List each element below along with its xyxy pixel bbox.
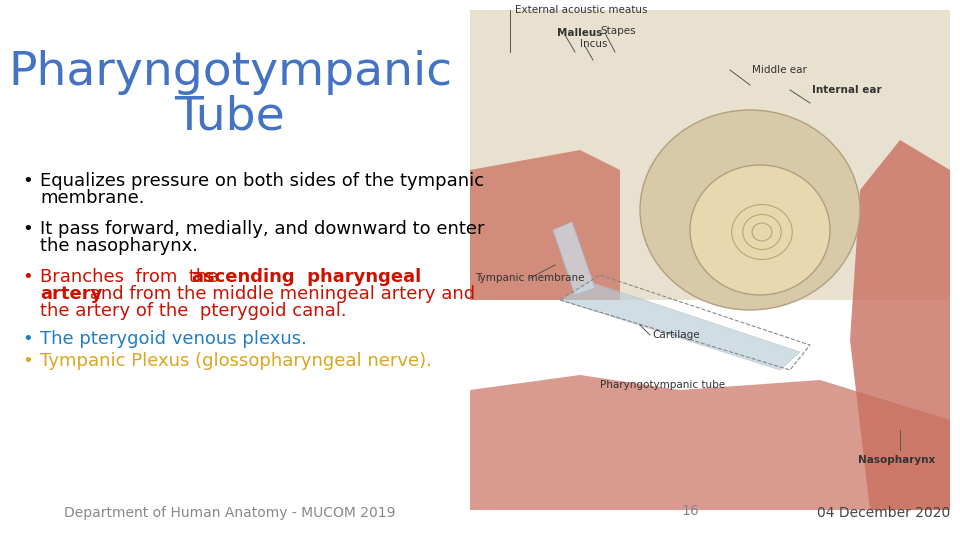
Text: Branches  from  the: Branches from the bbox=[40, 268, 229, 286]
Text: Tympanic Plexus (glossopharyngeal nerve).: Tympanic Plexus (glossopharyngeal nerve)… bbox=[40, 352, 432, 370]
Text: Pharyngotympanic tube: Pharyngotympanic tube bbox=[600, 380, 725, 390]
Text: Tube: Tube bbox=[175, 95, 285, 140]
Text: Equalizes pressure on both sides of the tympanic: Equalizes pressure on both sides of the … bbox=[40, 172, 484, 190]
Text: •: • bbox=[22, 268, 33, 286]
Polygon shape bbox=[850, 140, 950, 510]
Text: 16: 16 bbox=[682, 504, 699, 518]
Text: and from the middle meningeal artery and: and from the middle meningeal artery and bbox=[84, 285, 475, 303]
Text: The pterygoid venous plexus.: The pterygoid venous plexus. bbox=[40, 330, 307, 348]
Ellipse shape bbox=[640, 110, 860, 310]
Text: 04 December 2020: 04 December 2020 bbox=[817, 506, 950, 520]
FancyBboxPatch shape bbox=[470, 10, 950, 300]
Text: artery: artery bbox=[40, 285, 103, 303]
Text: •: • bbox=[22, 172, 33, 190]
Polygon shape bbox=[560, 282, 800, 370]
Text: Nasopharynx: Nasopharynx bbox=[858, 455, 935, 465]
Text: Cartilage: Cartilage bbox=[652, 330, 700, 340]
Text: Internal ear: Internal ear bbox=[812, 85, 881, 95]
Polygon shape bbox=[470, 150, 620, 300]
Text: Middle ear: Middle ear bbox=[752, 65, 806, 75]
Text: External acoustic meatus: External acoustic meatus bbox=[515, 5, 647, 15]
Polygon shape bbox=[470, 375, 950, 510]
Text: •: • bbox=[22, 330, 33, 348]
Text: Tympanic membrane: Tympanic membrane bbox=[475, 273, 585, 283]
Text: Malleus: Malleus bbox=[557, 28, 602, 38]
Text: It pass forward, medially, and downward to enter: It pass forward, medially, and downward … bbox=[40, 220, 485, 238]
Text: the nasopharynx.: the nasopharynx. bbox=[40, 237, 198, 255]
Ellipse shape bbox=[690, 165, 830, 295]
Text: Incus: Incus bbox=[580, 39, 608, 49]
Polygon shape bbox=[553, 222, 595, 295]
Text: ascending  pharyngeal: ascending pharyngeal bbox=[192, 268, 421, 286]
Text: •: • bbox=[22, 220, 33, 238]
Text: Stapes: Stapes bbox=[600, 26, 636, 36]
Text: the artery of the  pterygoid canal.: the artery of the pterygoid canal. bbox=[40, 302, 347, 320]
Text: membrane.: membrane. bbox=[40, 189, 145, 207]
Text: Department of Human Anatomy - MUCOM 2019: Department of Human Anatomy - MUCOM 2019 bbox=[64, 506, 396, 520]
Text: Pharyngotympanic: Pharyngotympanic bbox=[8, 50, 452, 95]
FancyBboxPatch shape bbox=[468, 10, 956, 510]
Text: •: • bbox=[22, 352, 33, 370]
